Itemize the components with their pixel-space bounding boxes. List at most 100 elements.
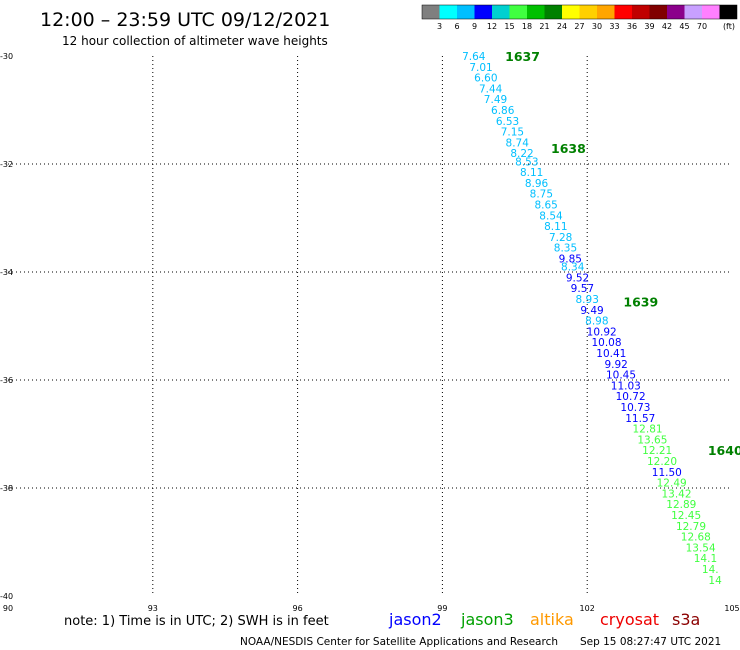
colorbar-label: 18	[522, 22, 532, 31]
wave-height-label: 13.54	[686, 542, 716, 554]
wave-height-label: 8.98	[585, 316, 608, 328]
colorbar-label: 36	[627, 22, 637, 31]
colorbar-swatch	[474, 5, 492, 19]
colorbar-frame	[421, 4, 738, 20]
footer-credit: NOAA/NESDIS Center for Satellite Applica…	[240, 636, 558, 648]
wave-height-label: 8.75	[530, 189, 553, 201]
colorbar-label: 24	[557, 22, 567, 31]
wave-height-label: 7.28	[549, 232, 572, 244]
colorbar-swatch	[422, 5, 440, 19]
colorbar-label: 45	[679, 22, 689, 31]
wave-height-label: 14.1	[694, 553, 717, 565]
y-tick-label: -40	[0, 592, 13, 601]
colorbar-swatch	[579, 5, 597, 19]
colorbar-swatch	[649, 5, 667, 19]
chart-title: 12:00 – 23:59 UTC 09/12/2021	[40, 9, 330, 31]
data-points: 7.647.016.607.447.496.866.537.158.748.22…	[462, 51, 722, 587]
wave-height-label: 6.86	[491, 105, 515, 117]
x-tick-label: 90	[3, 604, 13, 613]
wave-height-label: 8.96	[525, 178, 549, 190]
wave-height-label: 12.45	[671, 510, 701, 522]
y-tick-label: -36	[0, 376, 13, 385]
colorbar-swatch	[562, 5, 580, 19]
wave-height-label: 11.03	[611, 380, 641, 392]
colorbar-swatch	[632, 5, 650, 19]
colorbar-label: 33	[609, 22, 619, 31]
axis-ticks: 90 93 96 99 102 105 -30 -32 -34 -36 -38 -40	[0, 52, 740, 613]
colorbar-swatch	[544, 5, 562, 19]
colorbar-label: 6	[454, 22, 459, 31]
colorbar-swatch	[667, 5, 685, 19]
legend-altika: altika	[530, 610, 574, 629]
colorbar-label: 9	[472, 22, 477, 31]
y-tick-label: -32	[0, 160, 13, 169]
wave-height-label: 7.15	[501, 127, 524, 139]
wave-height-label: 8.22	[510, 148, 533, 160]
wave-height-label: 8.34	[561, 262, 585, 274]
colorbar-label: 15	[504, 22, 514, 31]
wave-height-label: 8.11	[544, 221, 567, 233]
time-labels: 1637 1638 1639 1640	[505, 49, 740, 458]
wave-height-label: 12.68	[681, 532, 711, 544]
wave-height-label: 12.81	[633, 424, 663, 436]
wave-height-label: 8.54	[539, 210, 563, 222]
wave-height-label: 8.35	[554, 243, 577, 255]
colorbar-label: 42	[662, 22, 672, 31]
footer-note: note: 1) Time is in UTC; 2) SWH is in fe…	[64, 614, 329, 629]
colorbar-label: 12	[487, 22, 497, 31]
legend-cryosat: cryosat	[600, 610, 659, 629]
wave-height-label: 11.57	[625, 413, 655, 425]
wave-height-label: 10.45	[606, 370, 636, 382]
wave-height-label: 10.08	[591, 337, 621, 349]
wave-height-label: 8.53	[515, 156, 538, 168]
wave-height-label: 12.49	[657, 478, 687, 490]
colorbar-swatch	[719, 5, 737, 19]
wave-height-label: 8.65	[534, 200, 557, 212]
colorbar-swatch	[684, 5, 702, 19]
wave-height-label: 9.57	[571, 283, 594, 295]
wave-height-label: 6.60	[474, 73, 497, 85]
wave-height-label: 12.79	[676, 521, 706, 533]
time-label: 1637	[505, 49, 540, 64]
legend-s3a: s3a	[672, 610, 700, 629]
wave-height-label: 12.89	[666, 499, 696, 511]
colorbar-swatch	[614, 5, 632, 19]
wave-height-label: 9.52	[566, 272, 589, 284]
wave-height-label: 8.93	[576, 294, 599, 306]
y-tick-label: -38	[0, 484, 13, 493]
x-tick-label: 99	[437, 604, 447, 613]
x-tick-label: 93	[148, 604, 158, 613]
wave-height-label: 8.74	[506, 137, 530, 149]
wave-height-label: 14	[708, 575, 722, 587]
wave-height-label: 9.49	[580, 305, 603, 317]
colorbar-label: 27	[574, 22, 584, 31]
wave-height-label: 10.73	[620, 402, 650, 414]
x-tick-label: 102	[580, 604, 595, 613]
satellite-legend: jason2 jason3 altika cryosat s3a	[388, 610, 700, 629]
wave-height-label: 12.20	[647, 456, 677, 468]
wave-height-label: 7.49	[484, 94, 507, 106]
x-tick-label: 105	[724, 604, 739, 613]
wave-height-label: 6.53	[496, 116, 519, 128]
wave-height-label: 13.42	[661, 488, 691, 500]
colorbar-label: 3	[437, 22, 442, 31]
colorbar-swatch	[702, 5, 720, 19]
wave-height-label: 10.72	[616, 391, 646, 403]
chart-subtitle: 12 hour collection of altimeter wave hei…	[62, 34, 328, 48]
colorbar-swatch	[597, 5, 615, 19]
footer-timestamp: Sep 15 08:27:47 UTC 2021	[580, 636, 721, 648]
colorbar-label: 30	[592, 22, 602, 31]
colorbar-label: 70	[697, 22, 707, 31]
wave-height-label: 13.65	[637, 434, 667, 446]
wave-height-label: 12.21	[642, 445, 672, 457]
colorbar-swatch	[457, 5, 475, 19]
legend-jason3: jason3	[460, 610, 514, 629]
time-label: 1638	[551, 141, 586, 156]
time-label: 1640	[708, 443, 740, 458]
y-tick-label: -34	[0, 268, 13, 277]
colorbar-legend: 3 6 9 12 15 18 21 24 27 30 33 36 39 42 45 70 (ft)	[421, 4, 738, 31]
wave-height-label: 7.64	[462, 51, 486, 63]
wave-height-label: 9.85	[559, 254, 582, 266]
x-tick-label: 96	[293, 604, 303, 613]
